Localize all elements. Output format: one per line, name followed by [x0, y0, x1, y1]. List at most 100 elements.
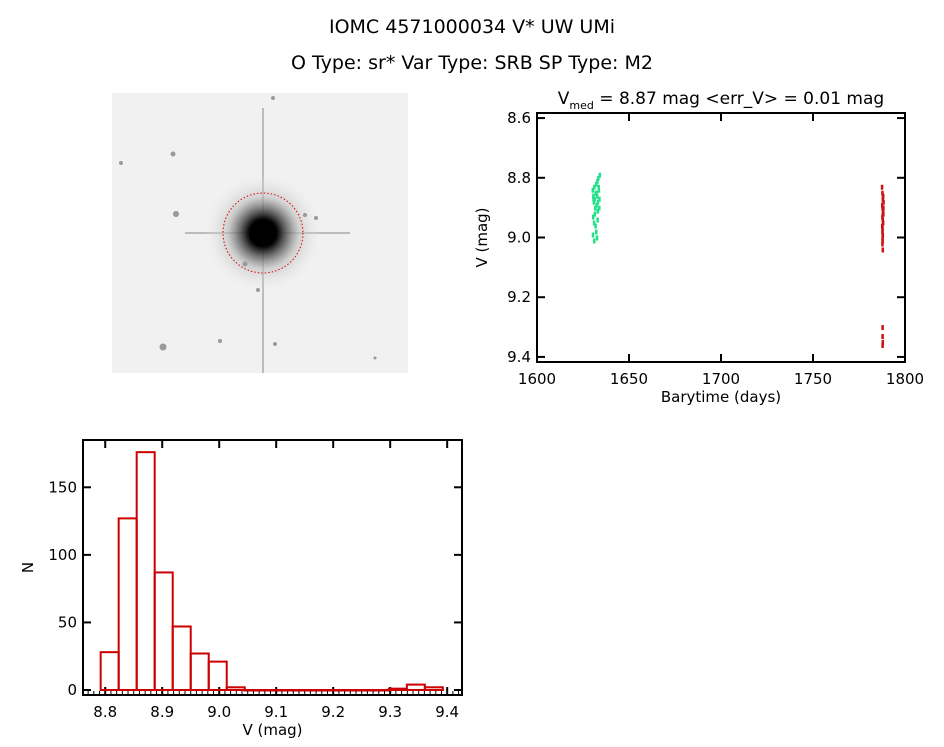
x-tick-label: 1650: [610, 370, 648, 388]
histogram-bar: [333, 689, 354, 692]
y-axis-label: N: [19, 562, 37, 573]
histogram-bar: [315, 689, 336, 692]
data-point-red: [881, 241, 884, 247]
aperture-circle: [222, 192, 304, 274]
x-tick-label: 9.2: [321, 703, 345, 721]
data-point-red: [881, 208, 885, 214]
y-axis-label: V (mag): [473, 207, 491, 267]
light-curve-title: Vmed = 8.87 mag <err_V> = 0.01 mag: [558, 89, 884, 112]
y-tick-label: 150: [48, 478, 77, 496]
data-point-green: [597, 187, 601, 193]
data-point-red: [881, 202, 884, 208]
data-point-red: [881, 223, 884, 229]
star-title: IOMC 4571000034 V* UW UMi: [328, 16, 616, 38]
y-tick-label: 0: [67, 681, 77, 699]
histogram-bar: [135, 451, 156, 692]
y-tick-label: 100: [48, 546, 77, 564]
x-tick-label: 1700: [702, 370, 740, 388]
x-tick-label: 8.8: [93, 703, 117, 721]
data-point-red: [881, 211, 885, 217]
data-point-green: [598, 172, 602, 178]
data-point-green: [596, 217, 599, 223]
y-tick-label: 50: [58, 613, 77, 631]
data-point-green: [592, 220, 596, 226]
data-point-red: [882, 199, 885, 205]
data-point-red: [881, 190, 884, 196]
histogram-bar: [351, 689, 372, 692]
histogram-bar: [225, 686, 246, 692]
x-tick-label: 8.9: [150, 703, 174, 721]
x-tick-label: 1600: [518, 370, 556, 388]
target-star-core: [249, 219, 277, 247]
data-point-green: [593, 205, 597, 211]
field-stars: [119, 96, 377, 360]
data-point-green: [596, 199, 600, 205]
data-point-green: [595, 229, 598, 235]
data-point-green: [596, 178, 599, 184]
data-point-green: [594, 181, 598, 187]
histogram-bar: [153, 571, 174, 691]
x-tick-label: 9.3: [378, 703, 402, 721]
y-tick-label: 9.4: [507, 348, 531, 366]
histogram-bar: [243, 689, 264, 692]
title-sub: med: [569, 99, 593, 112]
y-tick-label: 8.6: [507, 109, 531, 127]
histogram-bar: [261, 689, 282, 692]
data-point-green: [593, 211, 597, 217]
data-point-green: [592, 193, 595, 199]
x-axis-label: Barytime (days): [661, 388, 781, 406]
data-point-green: [593, 238, 596, 244]
x-tick-label: 9.4: [435, 703, 459, 721]
data-point-red: [880, 184, 884, 190]
data-point-green: [598, 205, 601, 211]
histogram-bar: [117, 517, 138, 691]
data-point-green: [591, 232, 595, 238]
data-point-green: [595, 202, 598, 208]
histogram-bar: [297, 689, 318, 692]
x-tick-label: 1800: [886, 370, 924, 388]
data-point-green: [595, 190, 598, 196]
data-point-red: [881, 232, 885, 238]
data-point-red: [881, 220, 885, 226]
data-point-green: [597, 175, 600, 181]
data-point-red: [881, 226, 884, 232]
histogram-bar: [369, 689, 390, 692]
title-prefix: V: [558, 89, 570, 109]
data-point-red: [881, 214, 884, 220]
data-point-red: [881, 334, 884, 340]
x-tick-label: 9.0: [207, 703, 231, 721]
data-point-green: [592, 196, 595, 202]
data-point-green: [595, 235, 599, 241]
data-point-green: [598, 196, 601, 202]
histogram-bar: [189, 652, 210, 691]
y-tick-label: 9.0: [507, 229, 531, 247]
histogram-bar: [423, 686, 444, 692]
sky-image: [112, 93, 408, 373]
x-tick-label: 9.1: [264, 703, 288, 721]
x-axis-label: V (mag): [242, 721, 302, 739]
y-tick-label: 8.8: [507, 169, 531, 187]
data-point-green: [596, 208, 600, 214]
data-point-red: [881, 247, 885, 253]
data-point-red: [881, 193, 885, 199]
star-types: O Type: sr* Var Type: SRB SP Type: M2: [291, 52, 653, 74]
title-suffix: = 8.87 mag <err_V> = 0.01 mag: [594, 89, 884, 109]
data-point-green: [591, 214, 595, 220]
data-point-red: [881, 229, 884, 235]
data-point-green: [592, 199, 596, 205]
histogram-bar: [171, 625, 192, 692]
histogram-bar: [279, 689, 300, 692]
histogram-bar: [387, 687, 408, 691]
data-point-red: [882, 205, 885, 211]
data-point-green: [593, 184, 596, 190]
data-point-green: [594, 223, 597, 229]
histogram-bar: [99, 651, 120, 692]
data-point-red: [881, 235, 884, 241]
data-point-red: [881, 238, 884, 244]
data-point-red: [881, 217, 885, 223]
data-point-red: [881, 342, 884, 348]
x-tick-label: 1750: [794, 370, 832, 388]
data-point-green: [597, 184, 600, 190]
